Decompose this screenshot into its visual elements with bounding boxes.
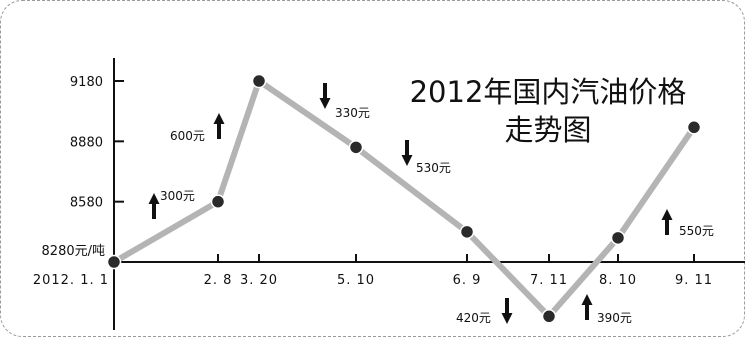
price-series xyxy=(106,73,702,324)
data-point xyxy=(251,73,267,89)
x-tick-label: 9. 11 xyxy=(675,273,713,288)
arrow-up-icon xyxy=(213,113,225,139)
change-label: 550元 xyxy=(679,224,714,238)
change-label: 300元 xyxy=(160,189,195,203)
x-tick-label: 7. 11 xyxy=(530,273,568,288)
arrow-up-icon xyxy=(661,209,673,235)
y-tick-label: 8580 xyxy=(70,196,103,211)
price-line xyxy=(111,78,697,320)
y-tick-label: 8880 xyxy=(70,135,103,150)
x-tick-label: 5. 10 xyxy=(337,273,375,288)
data-point xyxy=(459,224,475,240)
change-label: 530元 xyxy=(416,161,451,175)
data-point xyxy=(210,194,226,209)
x-tick-label: 8. 10 xyxy=(599,273,637,288)
x-tick-label: 6. 9 xyxy=(453,273,482,288)
y-tick-label: 8280元/吨 xyxy=(42,244,105,259)
annotations: 300元 600元 330元 530元 420元 390元 550元 xyxy=(148,83,714,325)
x-tick-label: 2. 8 xyxy=(204,273,233,288)
arrow-up-icon xyxy=(148,193,160,219)
arrow-down-icon xyxy=(401,140,413,166)
data-point xyxy=(106,254,122,270)
data-point xyxy=(541,309,557,324)
change-label: 420元 xyxy=(456,311,491,325)
x-tick-label: 3. 20 xyxy=(240,273,278,288)
chart-title: 2012年国内汽油价格 xyxy=(410,75,687,109)
axes: 8280元/吨 8580 8880 9180 2012. 1. 1 2. 8 3. 20 5.… xyxy=(33,58,745,330)
change-label: 600元 xyxy=(170,129,205,143)
data-point xyxy=(348,140,364,155)
data-point xyxy=(610,230,626,246)
x-tick-label: 2012. 1. 1 xyxy=(33,273,109,288)
change-label: 330元 xyxy=(335,106,370,120)
arrow-down-icon xyxy=(501,298,513,324)
arrow-down-icon xyxy=(319,83,331,109)
chart-subtitle: 走势图 xyxy=(504,113,591,147)
change-label: 390元 xyxy=(597,311,632,325)
arrow-up-icon xyxy=(581,294,593,320)
y-tick-label: 9180 xyxy=(70,75,103,90)
data-point xyxy=(686,120,702,135)
